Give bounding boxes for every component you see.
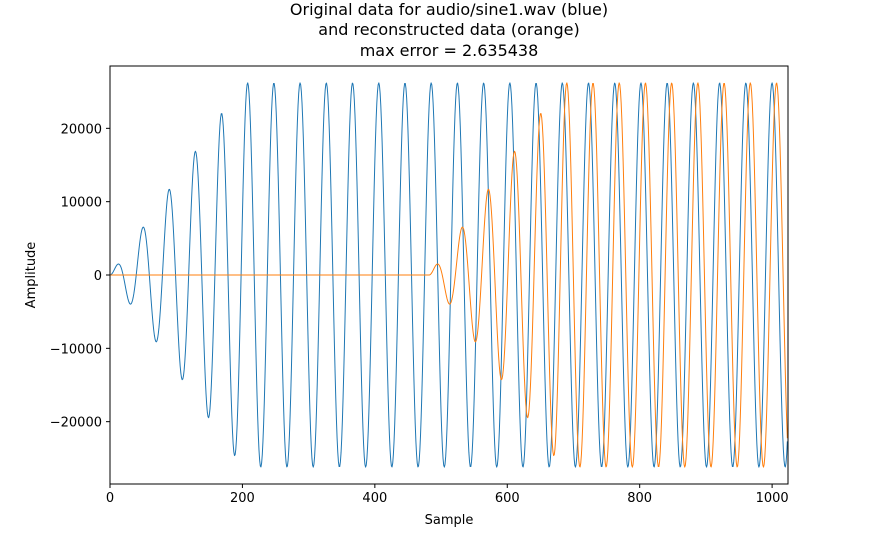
y-tick-label: −10000	[50, 342, 102, 357]
chart-title-line-1: Original data for audio/sine1.wav (blue)	[290, 0, 608, 19]
chart-title-line-2: and reconstructed data (orange)	[318, 20, 579, 39]
y-tick-label: −20000	[50, 416, 102, 431]
x-axis-label: Sample	[425, 513, 474, 528]
y-tick-label: 20000	[61, 122, 102, 137]
y-tick-label: 10000	[61, 196, 102, 211]
series-layer	[110, 82, 788, 468]
x-tick-label: 800	[627, 491, 652, 506]
x-tick-label: 200	[230, 491, 255, 506]
x-tick-label: 0	[106, 491, 114, 506]
x-tick-label: 600	[495, 491, 520, 506]
y-axis-label: Amplitude	[24, 242, 39, 309]
series-line-original	[110, 82, 788, 468]
x-tick-label: 1000	[756, 491, 789, 506]
y-tick-label: 0	[94, 269, 102, 284]
series-line-reconstructed	[110, 82, 788, 468]
y-axis-ticks: −20000 −10000 0 10000 20000	[50, 122, 110, 431]
x-tick-label: 400	[362, 491, 387, 506]
chart-title-line-3: max error = 2.635438	[360, 41, 539, 60]
x-axis-ticks: 0 200 400 600 800 1000	[106, 484, 789, 506]
